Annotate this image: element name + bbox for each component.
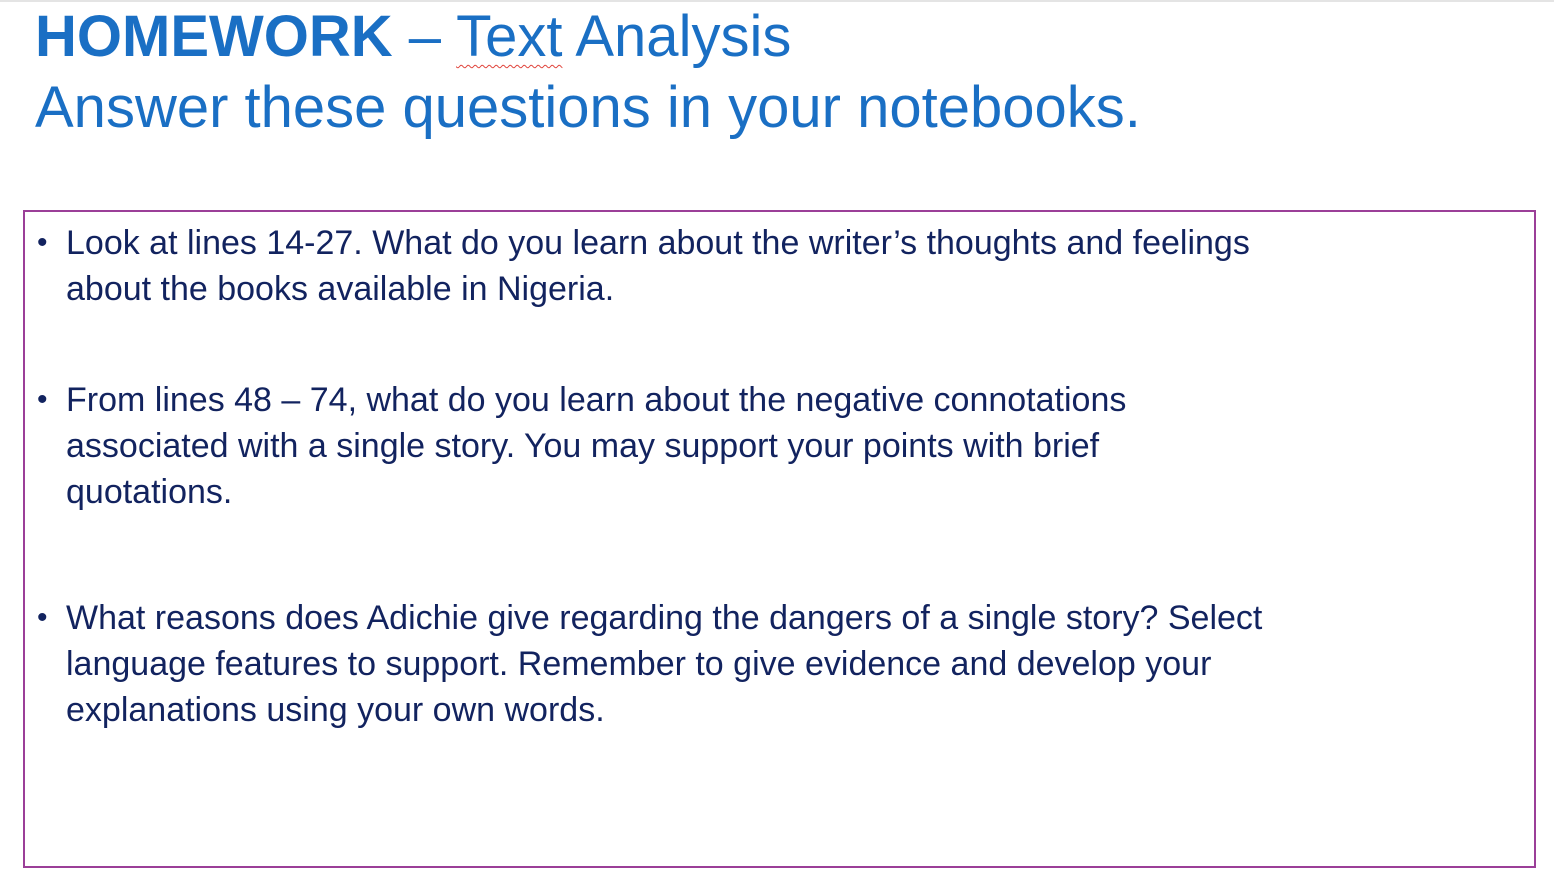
questions-text-box[interactable]: • Look at lines 14-27. What do you learn… [23, 210, 1536, 868]
bullet-icon: • [37, 601, 48, 634]
title-homework: HOMEWORK [35, 4, 393, 69]
slide-title[interactable]: HOMEWORK – Text Analysis Answer these qu… [35, 2, 1535, 144]
title-text-word: Text [456, 4, 563, 69]
title-analysis: Analysis [562, 4, 792, 69]
top-divider [0, 0, 1554, 2]
bullet-icon: • [37, 383, 48, 416]
title-dash: – [392, 4, 457, 69]
bullet-icon: • [37, 226, 48, 259]
question-text-2: From lines 48 – 74, what do you learn ab… [66, 381, 1127, 511]
subtitle-instruction: Answer these questions in your notebooks… [35, 75, 1141, 140]
title-heading[interactable]: HOMEWORK – Text Analysis [35, 2, 1535, 72]
question-text-1: Look at lines 14-27. What do you learn a… [66, 224, 1250, 308]
question-text-3: What reasons does Adichie give regarding… [66, 599, 1263, 729]
